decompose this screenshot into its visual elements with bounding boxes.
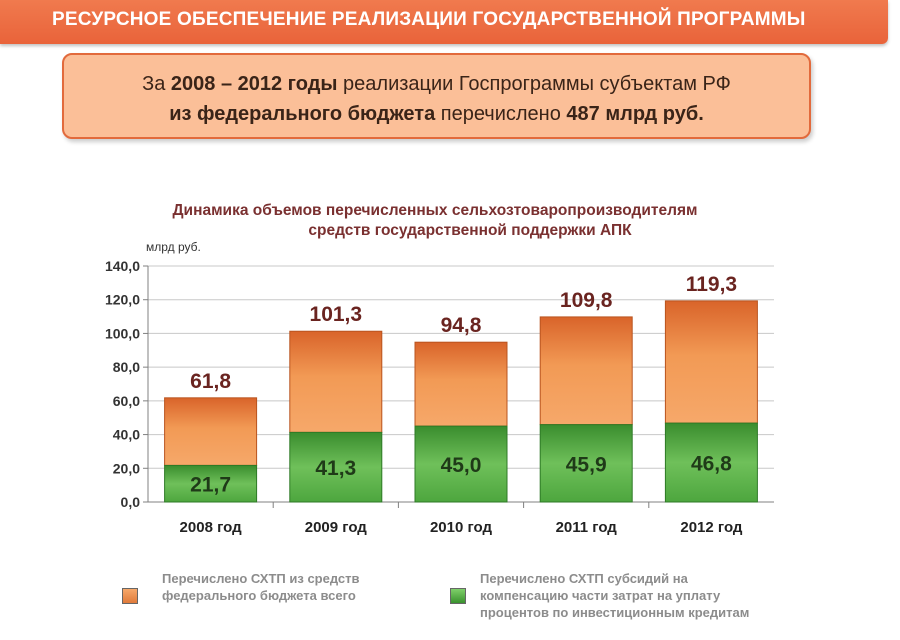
bar-total-remainder xyxy=(164,397,258,466)
y-axis-unit: млрд руб. xyxy=(146,240,201,254)
header-band: РЕСУРСНОЕ ОБЕСПЕЧЕНИЕ РЕАЛИЗАЦИИ ГОСУДАР… xyxy=(0,0,888,44)
chart-title-line-2: средств государственной поддержки АПК xyxy=(308,222,632,239)
data-label-subsidy: 46,8 xyxy=(691,453,732,476)
x-tick-label: 2012 год xyxy=(680,519,743,536)
data-label-total: 94,8 xyxy=(441,314,482,337)
bar-subsidy xyxy=(164,464,258,503)
legend-item-subsidy: Перечислено СХТП субсидий на компенсацию… xyxy=(480,570,749,621)
legend-swatch-total xyxy=(122,588,138,604)
x-tick-label: 2011 год xyxy=(556,519,618,536)
data-label-total: 109,8 xyxy=(560,289,613,312)
y-tick-label: 0,0 xyxy=(121,494,141,510)
legend-text-line: процентов по инвестиционным кредитам xyxy=(480,605,750,620)
y-tick-label: 140,0 xyxy=(105,258,140,274)
bar-subsidy xyxy=(539,424,633,503)
summary-source: из федерального бюджета xyxy=(169,103,436,125)
summary-line-2: из федерального бюджета перечислено 487 … xyxy=(64,103,809,126)
summary-amount: 487 млрд руб. xyxy=(566,103,704,125)
y-tick-label: 40,0 xyxy=(113,427,140,443)
y-tick-label: 120,0 xyxy=(105,292,140,308)
y-tick-label: 20,0 xyxy=(113,460,140,476)
data-label-total: 61,8 xyxy=(190,370,231,393)
legend-item-total: Перечислено СХТП из средств федерального… xyxy=(162,570,360,604)
chart-title-line-1: Динамика объемов перечисленных сельхозто… xyxy=(172,202,698,219)
data-label-subsidy: 21,7 xyxy=(190,474,231,497)
bar-subsidy xyxy=(414,425,508,503)
y-tick-label: 100,0 xyxy=(105,325,140,341)
bar-subsidy xyxy=(664,422,758,503)
legend-text-line: компенсацию части затрат на уплату xyxy=(480,588,721,603)
legend-text-line: федерального бюджета всего xyxy=(162,588,356,603)
bar-total-remainder xyxy=(414,341,508,427)
summary-text: перечислено xyxy=(435,103,567,125)
legend-swatch-subsidy xyxy=(450,588,466,604)
x-tick-label: 2010 год xyxy=(430,519,493,536)
bar-total-remainder xyxy=(664,300,758,424)
bar-total-remainder xyxy=(539,316,633,426)
summary-text: За xyxy=(142,73,171,95)
summary-period: 2008 – 2012 годы xyxy=(170,73,338,95)
page-title: РЕСУРСНОЕ ОБЕСПЕЧЕНИЕ РЕАЛИЗАЦИИ ГОСУДАР… xyxy=(52,9,806,30)
data-label-subsidy: 41,3 xyxy=(315,457,356,480)
legend-text-line: Перечислено СХТП из средств xyxy=(162,571,360,586)
data-label-subsidy: 45,9 xyxy=(566,453,607,476)
summary-box: За 2008 – 2012 годы реализации Госпрогра… xyxy=(62,53,811,139)
summary-line-1: За 2008 – 2012 годы реализации Госпрогра… xyxy=(64,73,809,96)
data-label-subsidy: 45,0 xyxy=(441,454,482,477)
y-tick-label: 80,0 xyxy=(113,359,140,375)
bar-subsidy xyxy=(289,431,383,503)
x-tick-label: 2009 год xyxy=(305,519,368,536)
data-label-total: 119,3 xyxy=(686,273,737,296)
x-tick-label: 2008 год xyxy=(180,519,243,536)
bar-total-remainder xyxy=(289,330,383,433)
legend-text-line: Перечислено СХТП субсидий на xyxy=(480,571,688,586)
summary-text: реализации Госпрограммы субъектам РФ xyxy=(337,73,731,95)
data-label-total: 101,3 xyxy=(310,303,363,326)
y-tick-label: 60,0 xyxy=(113,393,140,409)
